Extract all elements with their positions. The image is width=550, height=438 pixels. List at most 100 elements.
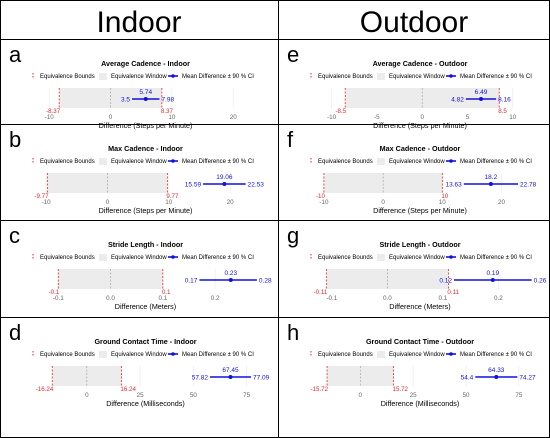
x-tick-label: 75 <box>515 392 523 399</box>
legend-bound-label: Equivalence Bounds <box>40 159 95 165</box>
legend-mean-dot <box>449 74 453 78</box>
column-header-indoor: Indoor <box>96 6 181 39</box>
legend-mean-dot <box>449 352 453 356</box>
legend-window-swatch <box>99 254 107 261</box>
lower-bound-label: -15.72 <box>311 386 329 393</box>
panel-title: Average Cadence - Outdoor <box>373 59 468 68</box>
legend-mean-dot <box>171 74 175 78</box>
lower-bound-label: -9.77 <box>34 193 49 200</box>
mean-label: 67.45 <box>222 367 239 374</box>
legend-mean-label: Mean Difference ± 90 % CI <box>460 159 532 165</box>
equivalence-window <box>323 173 443 193</box>
equivalence-window <box>327 366 394 386</box>
upper-bound-label: 10 <box>441 193 448 200</box>
x-tick-label: 0 <box>359 392 363 399</box>
x-tick-label: -10 <box>327 114 337 121</box>
legend: Equivalence Bounds Equivalence Window Mean… <box>310 351 532 358</box>
panel-title: Max Cadence - Indoor <box>108 144 183 153</box>
legend-bound-label: Equivalence Bounds <box>318 74 373 80</box>
upper-bound-label: 9.77 <box>166 193 179 200</box>
x-tick-label: 0 <box>106 199 110 206</box>
equivalence-window <box>326 269 449 289</box>
x-tick-label: 0 <box>420 114 424 121</box>
ci-upper-label: 74.27 <box>519 375 536 382</box>
x-tick-label: 50 <box>462 392 470 399</box>
x-tick-label: 10 <box>165 199 173 206</box>
legend-window-label: Equivalence Window <box>111 159 167 165</box>
ci-upper-label: 7.98 <box>161 97 174 104</box>
mean-label: 64.33 <box>488 367 505 374</box>
ci-lower-label: 0.12 <box>439 278 452 285</box>
ci-lower-label: 57.82 <box>192 375 209 382</box>
legend-window-label: Equivalence Window <box>389 74 445 80</box>
x-axis-label: Difference (Steps per Minute) <box>99 206 193 215</box>
x-tick-label: 75 <box>243 392 251 399</box>
lower-bound-label: -8.37 <box>46 108 61 115</box>
mean-label: 5.74 <box>139 89 152 96</box>
x-tick-label: 50 <box>190 392 198 399</box>
x-tick-label: 0.2 <box>494 295 503 302</box>
x-axis-label: Difference (Steps per Minute) <box>373 121 467 130</box>
equivalence-window <box>47 173 168 193</box>
panel-title: Average Cadence - Indoor <box>101 59 190 68</box>
panel-letter: h <box>287 320 299 345</box>
x-tick-label: 20 <box>498 199 506 206</box>
x-tick-label: -10 <box>319 199 329 206</box>
ci-upper-label: 0.28 <box>259 278 272 285</box>
legend-window-swatch <box>377 254 385 261</box>
panel-letter: c <box>9 223 20 248</box>
mean-point <box>228 375 233 379</box>
upper-bound-label: 15.72 <box>393 386 409 393</box>
panel-letter: a <box>9 42 22 67</box>
legend-window-label: Equivalence Window <box>111 74 167 80</box>
legend-window-label: Equivalence Window <box>389 255 445 261</box>
legend-window-swatch <box>99 158 107 165</box>
legend-window-label: Equivalence Window <box>389 159 445 165</box>
upper-bound-label: 0.11 <box>447 289 459 296</box>
legend-mean-label: Mean Difference ± 90 % CI <box>182 159 254 165</box>
x-tick-label: 10 <box>168 114 176 121</box>
legend-bound-label: Equivalence Bounds <box>40 74 95 80</box>
legend-window-swatch <box>377 73 385 80</box>
mean-label: 6.49 <box>475 89 488 96</box>
mean-point <box>488 182 493 186</box>
mean-label: 18.2 <box>485 174 498 181</box>
upper-bound-label: 0.1 <box>162 289 171 296</box>
mean-point <box>479 97 484 101</box>
x-tick-label: -0.1 <box>326 295 337 302</box>
ci-lower-label: 54.4 <box>461 375 474 382</box>
legend: Equivalence Bounds Equivalence Window Mean… <box>310 254 532 261</box>
mean-label: 19.06 <box>216 174 233 181</box>
mean-point <box>222 182 227 186</box>
legend-bound-label: Equivalence Bounds <box>40 352 95 358</box>
legend-window-swatch <box>99 351 107 358</box>
panel-d: d Ground Contact Time - Indoor Equivalence… <box>9 320 270 408</box>
ci-lower-label: 13.63 <box>446 182 463 189</box>
panels-layer: a Average Cadence - Indoor Equivalence Bou… <box>9 42 547 408</box>
panel-c: c Stride Length - Indoor Equivalence Bound… <box>9 223 272 311</box>
legend: Equivalence Bounds Equivalence Window Mean… <box>32 73 254 80</box>
x-tick-label: 10 <box>439 199 447 206</box>
mean-point <box>228 278 233 282</box>
x-axis-label: Difference (Steps per Minute) <box>373 206 467 215</box>
x-axis-label: Difference (Milliseconds) <box>381 399 460 408</box>
x-tick-label: 25 <box>410 392 418 399</box>
x-axis-label: Difference (Meters) <box>115 302 176 311</box>
lower-bound-label: -16.24 <box>36 386 54 393</box>
panel-letter: f <box>287 127 294 152</box>
upper-bound-label: 8.37 <box>161 108 174 115</box>
legend-mean-dot <box>171 159 175 163</box>
x-tick-label: 0 <box>381 199 385 206</box>
x-tick-label: 0.2 <box>211 295 220 302</box>
x-tick-label: 0.0 <box>383 295 392 302</box>
mean-point <box>494 375 499 379</box>
x-tick-label: -10 <box>42 199 52 206</box>
mean-label: 0.23 <box>224 270 237 277</box>
legend: Equivalence Bounds Equivalence Window Mean… <box>310 158 532 165</box>
legend-mean-label: Mean Difference ± 90 % CI <box>460 255 532 261</box>
x-tick-label: 0.1 <box>158 295 167 302</box>
x-tick-label: -0.1 <box>53 295 64 302</box>
x-tick-label: 0 <box>85 392 89 399</box>
legend-bound-label: Equivalence Bounds <box>318 255 373 261</box>
